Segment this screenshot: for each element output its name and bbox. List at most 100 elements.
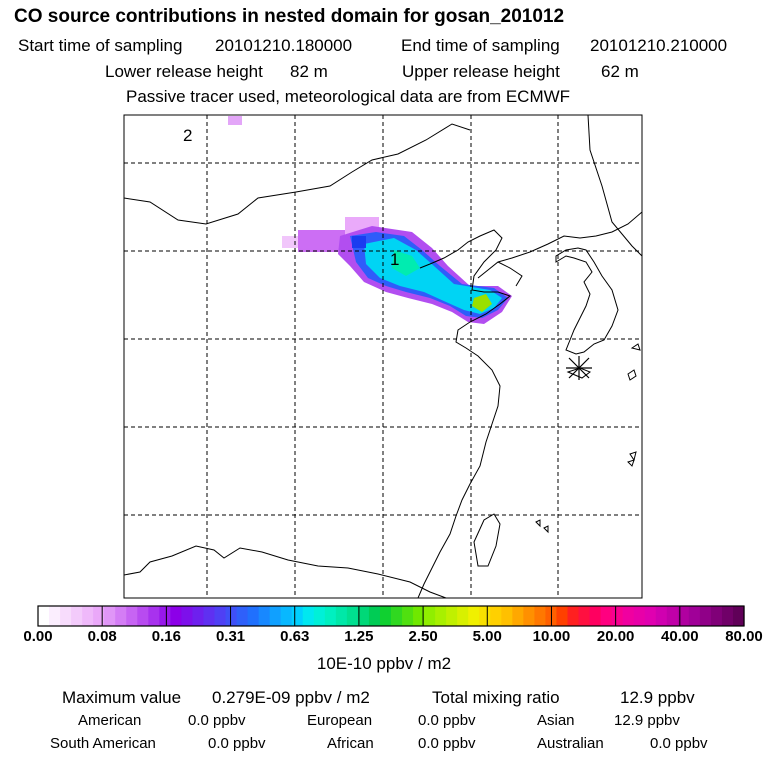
max-value-label: Maximum value (62, 688, 182, 707)
region-value-american: 0.0 ppbv (188, 712, 246, 729)
colorbar-cell (258, 606, 271, 626)
colorbar-cell (578, 606, 591, 626)
colorbar-cell (104, 606, 116, 626)
colorbar-tick-label: 2.50 (408, 628, 438, 645)
colorbar-cell (556, 606, 569, 626)
china-coastline (417, 229, 512, 598)
island (630, 343, 641, 351)
colorbar-cell (368, 606, 381, 626)
start-time-label: Start time of sampling (18, 36, 183, 55)
colorbar-cell (115, 606, 127, 626)
cluster-label-2: 2 (183, 126, 192, 145)
colorbar-unit: 10E-10 ppbv / m2 (316, 654, 452, 673)
colorbar-tick-label: 20.00 (596, 628, 635, 645)
colorbar-cell (666, 606, 679, 626)
end-time-label: End time of sampling (401, 36, 560, 55)
colorbar-cell (567, 606, 580, 626)
lat-lon-grid (124, 115, 642, 598)
plot-title: CO source contributions in nested domain… (14, 6, 565, 27)
southwest-border (124, 545, 447, 598)
region-value-european: 0.0 ppbv (418, 712, 476, 729)
northeast-border (587, 115, 642, 257)
colorbar-cell (225, 606, 238, 626)
colorbar-cell (413, 606, 425, 626)
colorbar-cell (137, 606, 149, 626)
colorbar-tick-label: 0.16 (151, 628, 181, 645)
plume-core (392, 250, 420, 276)
colorbar-cell (446, 606, 458, 626)
colorbar-tick-label: 1.25 (344, 628, 374, 645)
plume-peak (472, 294, 492, 312)
map-frame (123, 114, 643, 599)
lower-release-value: 82 m (290, 62, 328, 81)
island (627, 459, 635, 467)
max-value: 0.279E-09 ppbv / m2 (212, 688, 370, 707)
jeju-island (566, 367, 592, 379)
colorbar-cell (38, 606, 50, 626)
taiwan-island (473, 513, 501, 567)
colorbar-cell (335, 606, 348, 626)
colorbar-cell (435, 606, 447, 626)
coastlines (124, 115, 642, 598)
colorbar-cell (633, 606, 646, 626)
colorbar-cell (49, 606, 61, 626)
colorbar-frame (37, 605, 745, 627)
co-plume (228, 116, 512, 324)
colorbar-cell (60, 606, 72, 626)
colorbar-cell (93, 606, 105, 626)
region-value-australian: 0.0 ppbv (650, 735, 708, 752)
colorbar-cell (379, 606, 392, 626)
colorbar-cell (721, 606, 734, 626)
region-value-african: 0.0 ppbv (418, 735, 476, 752)
colorbar-cell (346, 606, 359, 626)
colorbar-tick-label: 40.00 (661, 628, 699, 645)
colorbar-cell (424, 606, 436, 626)
colorbar-cell (600, 606, 613, 626)
island (627, 369, 637, 381)
colorbar-cell (501, 606, 513, 626)
island (543, 525, 549, 534)
north-korea-border (477, 211, 642, 279)
upper-release-value: 62 m (601, 62, 639, 81)
colorbar-tick-label: 0.63 (280, 628, 310, 645)
lower-release-label: Lower release height (105, 62, 263, 81)
colorbar-cell (490, 606, 502, 626)
colorbar-tick-label: 5.00 (472, 628, 502, 645)
colorbar-cell (291, 606, 304, 626)
colorbar-cell (688, 606, 701, 626)
colorbar-cell (655, 606, 668, 626)
tracer-note: Passive tracer used, meteorological data… (126, 87, 571, 106)
cluster-label-1: 1 (390, 250, 399, 269)
colorbar-cell (280, 606, 293, 626)
region-name-asian: Asian (537, 712, 575, 729)
colorbar-cell (203, 606, 216, 626)
colorbar-cell (313, 606, 326, 626)
colorbar-cell (622, 606, 635, 626)
liaodong-coast (497, 261, 523, 287)
start-time-value: 20101210.180000 (215, 36, 353, 55)
end-time-value: 20101210.210000 (590, 36, 728, 55)
colorbar-cell (71, 606, 83, 626)
korea-peninsula (555, 247, 619, 355)
colorbar-cell (159, 606, 171, 626)
region-name-african: African (327, 735, 374, 752)
colorbar-cell (391, 606, 403, 626)
total-mixing-value: 12.9 ppbv (620, 688, 695, 707)
colorbar-cell (357, 606, 370, 626)
colorbar-cell (269, 606, 282, 626)
colorbar-cell (214, 606, 227, 626)
region-value-asian: 12.9 ppbv (614, 712, 680, 729)
upper-release-label: Upper release height (402, 62, 560, 81)
colorbar-cell (402, 606, 414, 626)
colorbar-tick-label: 0.31 (215, 628, 246, 645)
colorbar-tick-label: 0.00 (23, 628, 53, 645)
colorbar-cell (523, 606, 536, 626)
colorbar-cell (181, 606, 194, 626)
region-name-australian: Australian (537, 735, 604, 752)
colorbar-cell (479, 606, 491, 626)
colorbar-cell (611, 606, 624, 626)
plume-cell-north (228, 116, 242, 125)
colorbar-cell (468, 606, 480, 626)
